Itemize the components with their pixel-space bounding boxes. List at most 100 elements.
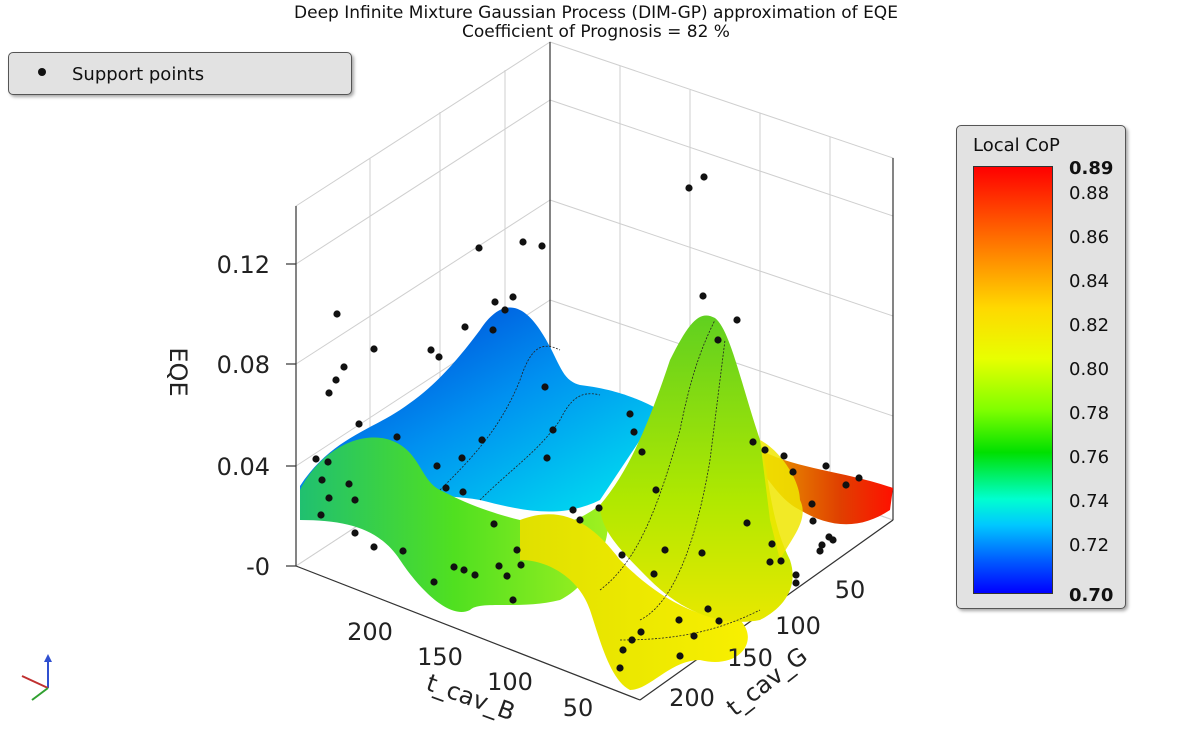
support-point-marker-icon [38, 68, 46, 76]
colorbar-max: 0.89 [1069, 158, 1114, 179]
support-point [549, 426, 557, 434]
support-point [777, 557, 785, 565]
support-point [355, 420, 363, 428]
support-point [501, 306, 509, 314]
colorbar-tick: 0.80 [1069, 359, 1110, 380]
support-point [690, 632, 698, 640]
contour-lines [439, 319, 761, 641]
support-point [616, 664, 624, 672]
support-point [318, 476, 326, 484]
support-point [442, 484, 450, 492]
colorbar-title: Local CoP [973, 135, 1060, 156]
support-point [324, 458, 332, 466]
support-point [399, 547, 407, 555]
support-point [743, 519, 751, 527]
support-point [595, 504, 603, 512]
support-point [312, 455, 320, 463]
legend-label: Support points [72, 64, 205, 85]
support-point [714, 336, 722, 344]
colorbar-tick: 0.86 [1069, 227, 1110, 248]
support-point [816, 547, 824, 555]
support-point [478, 436, 486, 444]
y-tick-2: 100 [775, 612, 821, 640]
support-point [809, 517, 817, 525]
support-point [792, 571, 800, 579]
x-tick-0: 200 [347, 618, 393, 646]
support-point [768, 540, 776, 548]
support-point [513, 546, 521, 554]
support-point [495, 562, 503, 570]
support-point [351, 496, 359, 504]
support-point [715, 617, 723, 625]
support-point [491, 298, 499, 306]
support-point [700, 173, 708, 181]
legend[interactable]: Support points [8, 52, 352, 95]
support-point [675, 616, 683, 624]
z-tick-3: -0 [246, 553, 270, 581]
support-point [430, 578, 438, 586]
colorbar-min: 0.70 [1069, 585, 1114, 606]
support-point [630, 428, 638, 436]
support-point [842, 481, 850, 489]
support-point [340, 363, 348, 371]
colorbar[interactable]: Local CoP 0.89 0.88 0.86 0.84 0.82 0.80 … [956, 125, 1126, 609]
support-point [704, 605, 712, 613]
support-point [789, 468, 797, 476]
support-point [780, 452, 788, 460]
support-point [541, 383, 549, 391]
support-point [699, 292, 707, 300]
support-point [676, 652, 684, 660]
colorbar-tick: 0.84 [1069, 271, 1110, 292]
support-point [509, 596, 517, 604]
support-point [332, 376, 340, 384]
support-point [818, 541, 826, 549]
support-point [458, 454, 466, 462]
support-point [685, 184, 693, 192]
support-point [628, 636, 636, 644]
support-point [317, 511, 325, 519]
support-point [475, 244, 483, 252]
support-point [626, 410, 634, 418]
support-point [538, 242, 546, 250]
support-point [637, 628, 645, 636]
tick-marks [286, 263, 296, 567]
response-surface [300, 307, 893, 690]
z-tick-2: 0.04 [217, 453, 270, 481]
support-point [855, 474, 863, 482]
support-point [517, 561, 525, 569]
chart-subtitle: Coefficient of Prognosis = 82 % [462, 22, 730, 42]
support-point [489, 326, 497, 334]
support-point [766, 558, 774, 566]
support-point [652, 486, 660, 494]
support-points [312, 173, 863, 672]
support-point [325, 494, 333, 502]
support-point [433, 462, 441, 470]
x-tick-1: 150 [417, 643, 463, 671]
support-point [435, 353, 443, 361]
support-point [638, 448, 646, 456]
support-point [808, 500, 816, 508]
support-point [543, 454, 551, 462]
z-tick-1: 0.08 [217, 351, 270, 379]
colorbar-tick: 0.82 [1069, 315, 1110, 336]
support-point [661, 546, 669, 554]
support-point [503, 572, 511, 580]
support-point [576, 516, 584, 524]
support-point [325, 389, 333, 397]
support-point [370, 543, 378, 551]
support-point [733, 316, 741, 324]
colorbar-tick: 0.72 [1069, 535, 1110, 556]
support-point [749, 438, 757, 446]
support-point [351, 529, 359, 537]
x-tick-2: 100 [487, 668, 533, 696]
support-point [333, 310, 341, 318]
support-point [471, 571, 479, 579]
support-point [761, 446, 769, 454]
support-point [698, 549, 706, 557]
support-point [618, 551, 626, 559]
support-point [460, 566, 468, 574]
z-axis-label: EQE [164, 347, 192, 396]
support-point [459, 488, 467, 496]
support-point [519, 238, 527, 246]
